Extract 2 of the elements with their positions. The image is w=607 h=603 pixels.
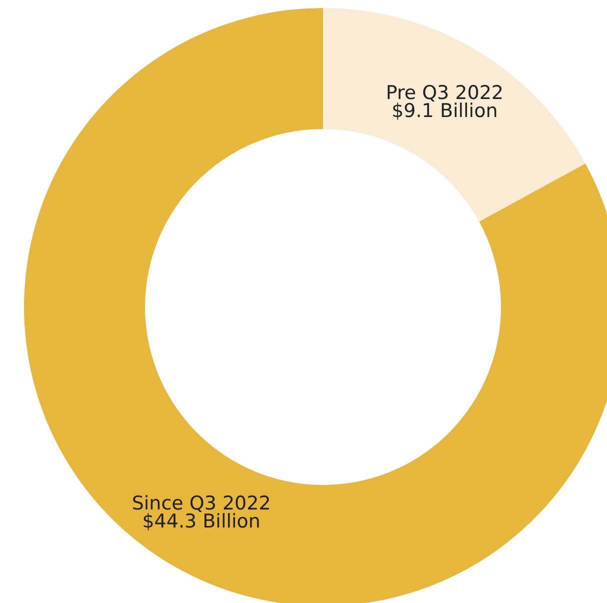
slice-label: Since Q3 2022 [132,492,271,514]
data-label: $9.1 Billion [392,100,498,122]
